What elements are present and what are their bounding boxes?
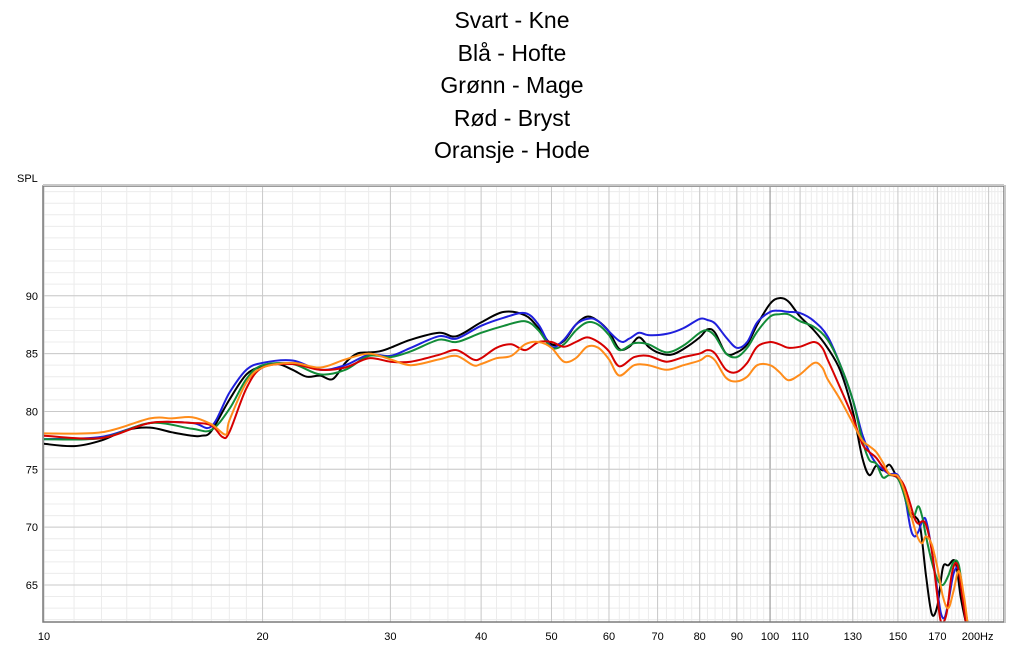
series-line-1 [44, 297, 967, 622]
x-tick-label: 60 [603, 631, 615, 643]
x-tick-label: 200Hz [962, 631, 994, 643]
y-tick-label: 90 [26, 291, 38, 303]
series-line-4 [44, 336, 967, 622]
series-layer [44, 297, 969, 622]
tick-labels: 10 20 30 40 50 60 70 80 90 100 110 130 150 170 200Hz 65… [26, 291, 994, 643]
y-tick-label: 65 [26, 580, 38, 592]
plot-background [44, 187, 1004, 622]
x-tick-label: 130 [844, 631, 862, 643]
x-tick-label: 30 [384, 631, 396, 643]
title-line-red: Rød - Bryst [453, 104, 571, 131]
minor-grid [44, 187, 1004, 622]
series-line-2 [44, 309, 969, 622]
title-line-green: Grønn - Mage [440, 72, 584, 98]
x-tick-label: 150 [889, 631, 907, 643]
title-line-orange: Oransje - Hode [434, 137, 590, 163]
x-tick-label: 10 [38, 631, 50, 643]
y-tick-label: 80 [26, 406, 38, 418]
y-tick-label: 85 [26, 349, 38, 361]
x-tick-label: 20 [256, 631, 268, 643]
chart-title: Svart - Kne Blå - Hofte Grønn - Mage Rød… [0, 4, 1024, 167]
x-tick-label: 80 [694, 631, 706, 643]
x-tick-label: 90 [731, 631, 743, 643]
x-tick-label: 50 [545, 631, 557, 643]
x-tick-label: 100 [761, 631, 779, 643]
x-tick-label: 110 [791, 631, 809, 643]
x-tick-label: 70 [651, 631, 663, 643]
title-line-black: Svart - Kne [454, 7, 570, 33]
y-tick-label: 70 [26, 522, 38, 534]
series-line-5 [44, 340, 969, 622]
y-axis-label: SPL [17, 173, 38, 185]
y-tick-label: 75 [26, 464, 38, 476]
title-line-blue: Blå - Hofte [457, 39, 567, 66]
series-line-3 [44, 312, 969, 622]
x-tick-label: 170 [928, 631, 946, 643]
x-tick-label: 40 [475, 631, 487, 643]
major-grid [43, 187, 1004, 622]
